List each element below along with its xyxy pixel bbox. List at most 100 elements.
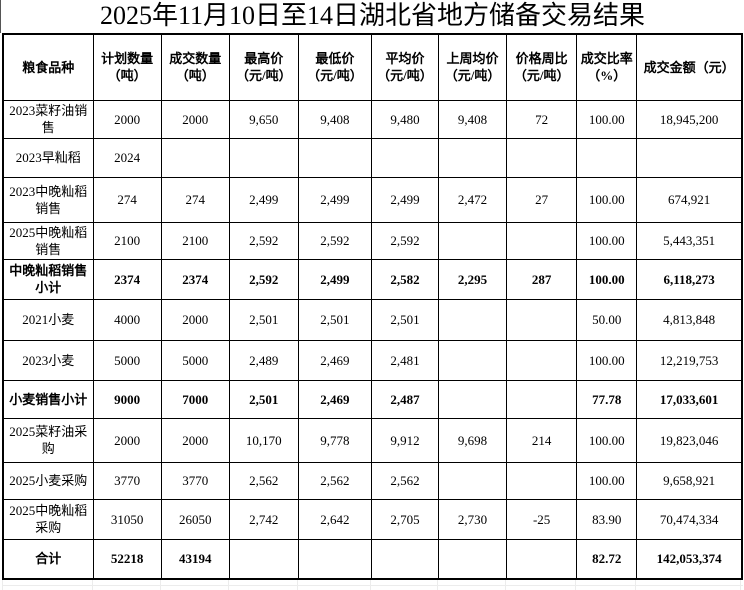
gridline-row [2, 580, 743, 586]
empty-spreadsheet-gridlines [2, 580, 743, 590]
table-body: 2023菜籽油销售 2000 2000 9,650 9,408 9,480 9,408 72 1… [2, 99, 743, 580]
value-cell: 7000 [160, 379, 230, 419]
value-cell: 100.00 [576, 176, 638, 223]
row-label: 2025中晚籼稻采购 [2, 498, 94, 540]
value-cell: 2100 [160, 221, 230, 260]
empty-grid-cell [229, 586, 298, 590]
empty-grid-cell [298, 580, 371, 585]
value-cell: 2024 [92, 137, 162, 178]
table-row: 2021小麦 4000 2000 2,501 2,501 2,501 50.00 4,813,… [2, 298, 743, 341]
value-cell: 100.00 [576, 258, 638, 300]
table-row: 2023早籼稻 2024 [2, 137, 743, 178]
value-cell: 9,658,921 [636, 461, 743, 500]
value-cell: 100.00 [576, 461, 638, 500]
empty-grid-cell [506, 586, 576, 590]
value-cell: 2,499 [297, 176, 372, 223]
table-row: 2023中晚籼稻销售 274 274 2,499 2,499 2,499 2,472 27 10… [2, 176, 743, 223]
table-row: 小麦销售小计 9000 7000 2,501 2,469 2,487 77.78 17,033… [2, 379, 743, 419]
value-cell: 2374 [92, 258, 162, 300]
value-cell: 2,592 [370, 221, 440, 260]
value-cell: 100.00 [576, 339, 638, 381]
value-cell: 70,474,334 [636, 498, 743, 540]
value-cell [506, 339, 578, 381]
value-cell: 83.90 [576, 498, 638, 540]
row-label: 2023中晚籼稻销售 [2, 176, 94, 223]
results-table: 粮食品种 计划数量 （吨） 成交数量 （吨） 最高价 （元/吨） 最低价 （元/吨） 平均… [2, 33, 743, 580]
value-cell [438, 137, 508, 178]
value-cell [438, 379, 508, 419]
table-row: 2023菜籽油销售 2000 2000 9,650 9,408 9,480 9,408 72 1… [2, 99, 743, 139]
value-cell: 674,921 [636, 176, 743, 223]
empty-grid-cell [161, 586, 229, 590]
value-cell: 3770 [160, 461, 230, 500]
value-cell: 2,562 [228, 461, 299, 500]
table-row: 合计 52218 43194 82.72 142,053,374 [2, 538, 743, 580]
empty-grid-cell [576, 580, 636, 585]
empty-grid-cell [438, 580, 506, 585]
row-label: 2025菜籽油采购 [2, 417, 94, 463]
value-cell: 2000 [160, 99, 230, 139]
value-cell: 2,472 [438, 176, 508, 223]
value-cell: 82.72 [576, 538, 638, 580]
value-cell: 2,742 [228, 498, 299, 540]
value-cell [506, 137, 578, 178]
value-cell: 2,501 [228, 379, 299, 419]
empty-grid-cell [93, 586, 161, 590]
value-cell: 31050 [92, 498, 162, 540]
value-cell: 2000 [160, 417, 230, 463]
value-cell: 9,480 [370, 99, 440, 139]
value-cell: 9,912 [370, 417, 440, 463]
row-label: 中晚籼稻销售小计 [2, 258, 94, 300]
value-cell [506, 461, 578, 500]
value-cell: 43194 [160, 538, 230, 580]
row-label: 2023菜籽油销售 [2, 99, 94, 139]
value-cell: 4,813,848 [636, 298, 743, 341]
empty-grid-cell [229, 580, 298, 585]
value-cell: 100.00 [576, 221, 638, 260]
value-cell: 2000 [92, 417, 162, 463]
row-label: 合计 [2, 538, 94, 580]
value-cell [160, 137, 230, 178]
row-label: 2023小麦 [2, 339, 94, 381]
value-cell: 10,170 [228, 417, 299, 463]
value-cell: 52218 [92, 538, 162, 580]
row-label: 2021小麦 [2, 298, 94, 341]
value-cell: 287 [506, 258, 578, 300]
value-cell: 2000 [160, 298, 230, 341]
value-cell [506, 538, 578, 580]
empty-grid-cell [298, 586, 371, 590]
value-cell: 2,469 [297, 379, 372, 419]
value-cell: 2,499 [370, 176, 440, 223]
value-cell [506, 221, 578, 260]
value-cell: 2,705 [370, 498, 440, 540]
value-cell: 2,469 [297, 339, 372, 381]
value-cell: 26050 [160, 498, 230, 540]
value-cell: 100.00 [576, 99, 638, 139]
value-cell [438, 461, 508, 500]
value-cell [438, 538, 508, 580]
value-cell [370, 137, 440, 178]
empty-grid-cell [636, 580, 741, 585]
value-cell: 2,501 [228, 298, 299, 341]
value-cell: 12,219,753 [636, 339, 743, 381]
report-title: 2025年11月10日至14日湖北省地方储备交易结果 [0, 0, 744, 33]
value-cell: 6,118,273 [636, 258, 743, 300]
value-cell: 2,501 [370, 298, 440, 341]
value-cell [506, 379, 578, 419]
value-cell: 2100 [92, 221, 162, 260]
value-cell: 19,823,046 [636, 417, 743, 463]
table-row: 2025菜籽油采购 2000 2000 10,170 9,778 9,912 9,698 21… [2, 417, 743, 463]
value-cell: 9,408 [438, 99, 508, 139]
value-cell: 3770 [92, 461, 162, 500]
value-cell [506, 298, 578, 341]
value-cell: 2,592 [228, 258, 299, 300]
header-row: 粮食品种 计划数量 （吨） 成交数量 （吨） 最高价 （元/吨） 最低价 （元/吨） 平均… [2, 33, 743, 101]
row-label: 2023早籼稻 [2, 137, 94, 178]
table-row: 中晚籼稻销售小计 2374 2374 2,592 2,499 2,582 2,295 287 1… [2, 258, 743, 300]
column-header: 粮食品种 [2, 33, 94, 101]
value-cell: 5000 [160, 339, 230, 381]
value-cell: 2000 [92, 99, 162, 139]
empty-grid-cell [2, 580, 93, 585]
value-cell [370, 538, 440, 580]
